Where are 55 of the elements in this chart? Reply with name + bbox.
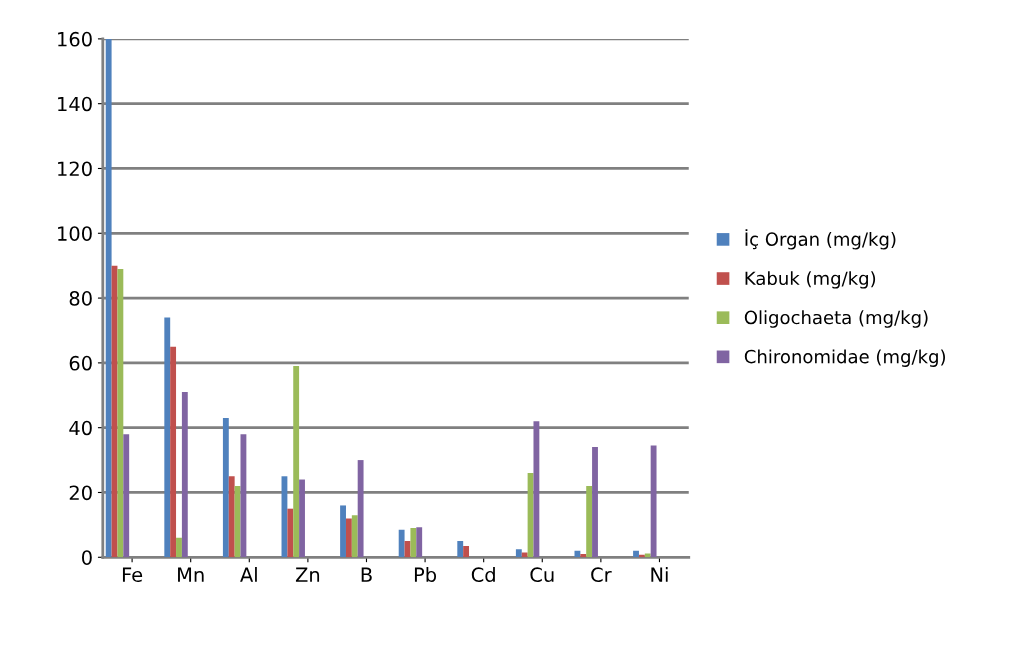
x-tick-label: Pb <box>414 567 437 583</box>
y-tick-label: 100 <box>58 226 92 241</box>
bar <box>181 392 188 558</box>
bar <box>117 268 124 558</box>
bar <box>633 550 639 558</box>
bar <box>410 528 417 558</box>
legend-label: İç Organ (mg/kg) <box>745 229 896 250</box>
bar <box>299 479 305 558</box>
x-tick-label: Cr <box>591 567 612 583</box>
bar <box>345 518 352 558</box>
bar <box>515 549 522 558</box>
bar <box>357 460 364 558</box>
bar <box>170 346 177 558</box>
bar <box>416 527 423 558</box>
legend-label: Chironomidae (mg/kg) <box>744 349 945 367</box>
y-tick-label: 20 <box>69 485 92 501</box>
bar <box>228 476 235 558</box>
bar <box>105 38 112 558</box>
y-tick-label: 120 <box>58 161 92 177</box>
x-tick-label: Al <box>240 567 257 582</box>
legend-label: Kabuk (mg/kg) <box>745 271 876 289</box>
bar <box>234 486 241 558</box>
x-tick-label: Ni <box>651 567 668 582</box>
y-tick-label: 140 <box>58 96 92 112</box>
x-tick-label: Cu <box>530 567 554 583</box>
bar <box>644 553 651 558</box>
bar <box>351 515 358 558</box>
bar <box>521 552 528 558</box>
bar <box>222 417 229 558</box>
bar <box>586 486 593 558</box>
y-tick-label: 60 <box>69 355 92 371</box>
bar <box>293 366 300 558</box>
bar <box>580 554 587 558</box>
bar <box>164 317 171 558</box>
bar <box>123 434 130 558</box>
bar <box>650 445 657 558</box>
y-tick-label: 0 <box>81 550 92 565</box>
bar <box>533 421 540 558</box>
y-tick-label: 40 <box>69 420 92 436</box>
bar <box>340 505 346 558</box>
bar <box>287 508 294 558</box>
bar <box>398 529 405 558</box>
x-tick-label: Fe <box>122 567 143 583</box>
bar <box>574 550 581 558</box>
legend-label: Oligochaeta (mg/kg) <box>744 310 928 328</box>
x-tick-label: Zn <box>295 567 320 582</box>
x-tick-label: Cd <box>471 567 495 583</box>
x-tick-label: Mn <box>178 567 204 582</box>
bar <box>463 545 470 558</box>
bar <box>592 447 598 558</box>
y-tick-label: 160 <box>58 31 92 47</box>
y-tick-label: 80 <box>69 291 92 306</box>
bar <box>176 537 182 558</box>
bar <box>457 541 464 558</box>
x-tick-label: B <box>361 567 372 582</box>
